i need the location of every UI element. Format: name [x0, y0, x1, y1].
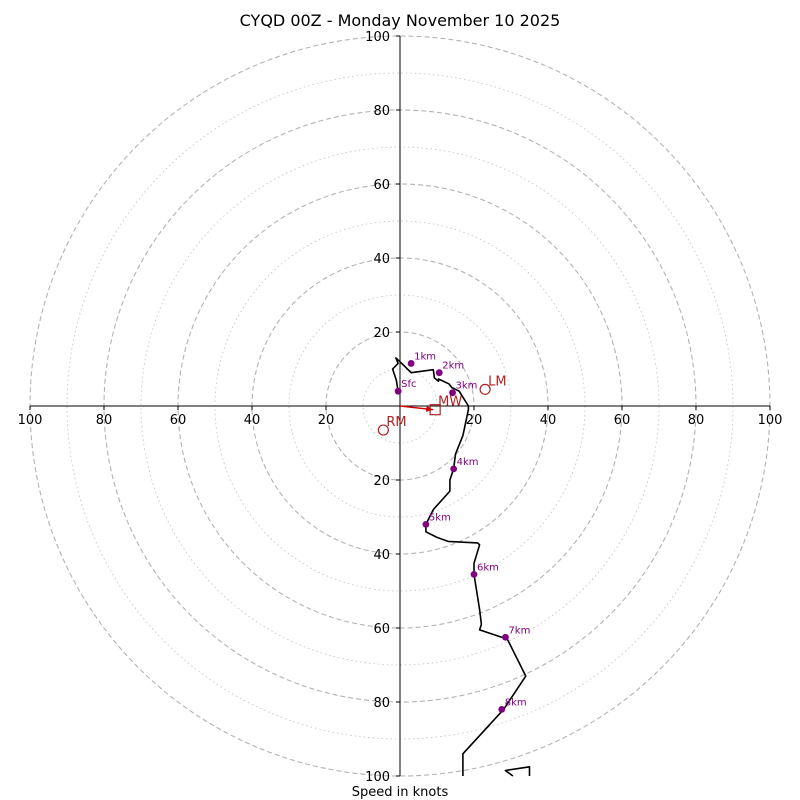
tick-label-top-20: 20 [373, 326, 390, 341]
tick-label-bottom-40: 40 [373, 548, 390, 563]
height-markers: Sfc 1km 2km 3km 4km 5km 6km 7km 8km [394, 351, 530, 713]
tick-label-right-60: 60 [614, 413, 631, 428]
motion-label-lm: LM [488, 374, 506, 389]
motion-label-rm: RM [386, 415, 406, 430]
tick-label-left-80: 80 [96, 413, 113, 428]
tick-label-bottom-20: 20 [373, 474, 390, 489]
height-marker-4km [450, 465, 458, 473]
tick-label-top-100: 100 [365, 30, 390, 45]
tick-label-left-40: 40 [244, 413, 261, 428]
tick-label-left-100: 100 [18, 413, 43, 428]
tick-labels: 100 80 60 40 20 20 40 60 80 100 100 80 60 40 20 20 40 60 8… [18, 30, 783, 785]
height-marker-8km [498, 706, 506, 713]
height-label-3km: 3km [456, 381, 478, 392]
chart-title: CYQD 00Z - Monday November 10 2025 [240, 11, 561, 30]
storm-motion-markers: LM RM MW [377, 374, 507, 436]
height-marker-1km [407, 360, 415, 367]
tick-label-left-20: 20 [318, 413, 335, 428]
hodograph-trace [391, 357, 531, 777]
height-marker-sfc [394, 387, 402, 395]
tick-label-right-80: 80 [688, 413, 705, 428]
tick-label-left-60: 60 [170, 413, 187, 428]
motion-label-mw: MW [438, 395, 462, 410]
motion-marker-lm [479, 383, 491, 395]
height-marker-5km [422, 521, 430, 528]
x-axis-label: Speed in knots [352, 785, 449, 800]
height-marker-6km [470, 570, 478, 578]
tick-label-top-60: 60 [373, 178, 390, 193]
height-marker-7km [502, 633, 509, 641]
height-label-4km: 4km [457, 457, 479, 468]
motion-marker-mw [429, 404, 441, 416]
tick-label-bottom-60: 60 [373, 622, 390, 637]
height-label-6km: 6km [477, 562, 499, 573]
hodograph-line-tail [504, 765, 531, 777]
height-marker-2km [435, 369, 443, 377]
height-marker-3km [449, 389, 456, 397]
height-label-2km: 2km [442, 361, 464, 372]
tick-label-bottom-80: 80 [373, 696, 390, 711]
motion-marker-rm [377, 424, 389, 436]
height-label-5km: 5km [429, 512, 451, 523]
tick-label-right-20: 20 [466, 413, 483, 428]
tick-label-top-80: 80 [373, 104, 390, 119]
height-label-1km: 1km [414, 351, 436, 362]
height-label-7km: 7km [508, 625, 530, 636]
height-label-sfc: Sfc [401, 379, 416, 390]
height-label-8km: 8km [505, 697, 527, 708]
tick-label-right-100: 100 [758, 413, 783, 428]
hodograph-line [391, 357, 527, 776]
tick-label-right-40: 40 [540, 413, 557, 428]
tick-label-bottom-100: 100 [365, 770, 390, 785]
tick-label-top-40: 40 [373, 252, 390, 267]
